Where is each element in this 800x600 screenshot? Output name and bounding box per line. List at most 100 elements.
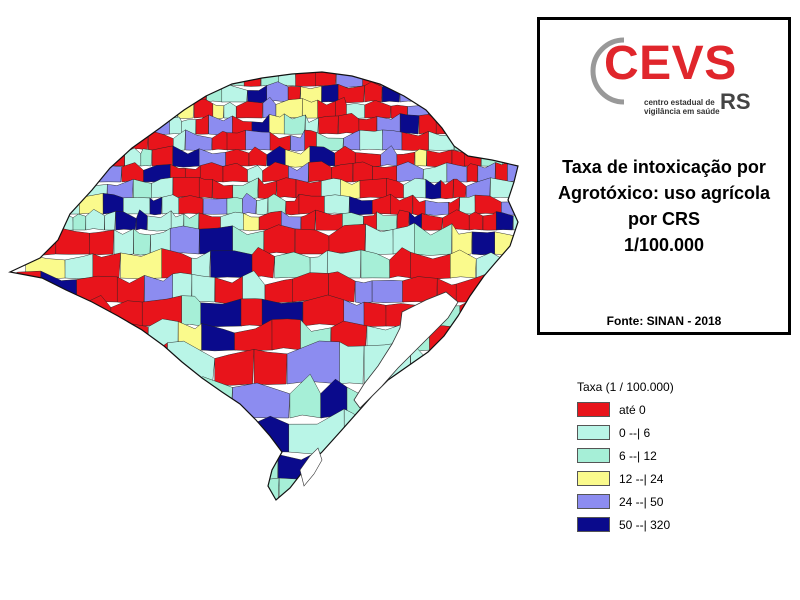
municipality-region [346, 483, 382, 500]
municipality-region [115, 341, 169, 388]
municipality-region [48, 163, 63, 183]
municipality-region [30, 72, 58, 88]
municipality-region [38, 97, 63, 119]
municipality-region [419, 87, 448, 104]
municipality-region [451, 148, 466, 167]
municipality-region [57, 72, 72, 87]
title-line: 1/100.000 [623, 235, 705, 255]
municipality-region [268, 113, 286, 135]
title-line: Agrotóxico: uso agrícola [557, 183, 771, 203]
map-legend: Taxa (1 / 100.000) até 0 0 --| 6 6 --| 1… [575, 380, 735, 540]
municipality-region [339, 341, 365, 385]
legend-title: Taxa (1 / 100.000) [577, 380, 674, 394]
municipality-region [35, 195, 61, 215]
municipality-region [414, 149, 427, 167]
municipality-region [355, 280, 373, 304]
municipality-region [480, 114, 493, 135]
legend-item: 24 --| 50 [577, 492, 737, 512]
municipality-region [165, 72, 190, 87]
municipality-region [453, 443, 484, 487]
municipality-region [317, 477, 347, 500]
lagoa-dos-patos [353, 291, 459, 409]
municipality-region [87, 133, 106, 152]
municipality-region [61, 101, 83, 119]
municipality-region [276, 177, 297, 199]
municipality-region [89, 149, 110, 167]
municipality-region [113, 228, 134, 256]
municipality-region [131, 72, 146, 87]
info-box: CEVS centro estadual de vigilância em sa… [537, 17, 791, 335]
municipality-region [133, 228, 151, 256]
data-source: Fonte: SINAN - 2018 [606, 314, 722, 328]
municipality-region [232, 382, 291, 419]
municipality-region [185, 129, 213, 151]
municipality-region [383, 373, 437, 419]
legend-label: 0 --| 6 [619, 426, 651, 440]
municipality-region [123, 441, 154, 487]
municipality-region [30, 226, 57, 256]
municipality-region [476, 382, 510, 419]
municipality-region [151, 99, 179, 119]
municipality-region [85, 209, 105, 231]
municipality-region [91, 72, 119, 88]
municipality-region [295, 72, 317, 87]
municipality-region [60, 133, 89, 151]
municipality-region [12, 161, 31, 183]
municipality-region [318, 115, 339, 135]
municipality-region [17, 209, 40, 231]
municipality-region [20, 81, 40, 103]
municipality-region [10, 270, 42, 303]
municipality-region [195, 114, 209, 135]
municipality-region [31, 444, 87, 487]
municipality-region [82, 97, 110, 119]
municipality-region [92, 252, 121, 280]
municipality-region [172, 177, 201, 199]
municipality-region [28, 185, 47, 200]
municipality-region [210, 250, 254, 279]
municipality-region [12, 131, 36, 151]
municipality-region [507, 380, 518, 419]
municipality-region [294, 228, 331, 255]
municipality-region [202, 198, 228, 215]
municipality-region [481, 149, 504, 167]
municipality-region [153, 441, 185, 488]
municipality-region [155, 82, 168, 103]
municipality-region [214, 349, 255, 386]
municipality-region [499, 300, 518, 327]
municipality-region [278, 72, 297, 87]
legend-swatch [577, 471, 610, 486]
municipality-region [134, 113, 156, 135]
municipality-region [42, 346, 93, 386]
municipality-region [130, 83, 143, 103]
municipality-region [243, 212, 260, 232]
municipality-region [264, 278, 295, 303]
municipality-region [278, 477, 319, 500]
municipality-region [399, 82, 421, 103]
municipality-region [55, 226, 91, 255]
legend-label: 6 --| 12 [619, 449, 657, 463]
municipality-region [410, 251, 452, 280]
municipality-region [169, 225, 200, 255]
municipality-region [16, 345, 44, 385]
municipality-region [403, 178, 427, 199]
municipality-region [71, 72, 93, 87]
legend-swatch [577, 494, 610, 509]
municipality-region [497, 325, 518, 352]
legend-item: 6 --| 12 [577, 446, 737, 466]
municipality-region [38, 84, 52, 103]
municipality-region [212, 179, 234, 200]
municipality-region [269, 131, 291, 152]
municipality-region [441, 342, 498, 388]
municipality-region [263, 224, 296, 255]
municipality-region [82, 112, 104, 136]
municipality-region [69, 181, 88, 199]
logo-tagline: centro estadual de vigilância em saúde [644, 98, 722, 116]
municipality-region [519, 90, 531, 104]
municipality-region [298, 193, 325, 215]
municipality-region [468, 211, 484, 231]
municipality-region [462, 114, 481, 135]
municipality-region [91, 82, 113, 103]
municipality-region [368, 412, 409, 453]
lagoa-mirim [299, 447, 323, 487]
municipality-region [409, 72, 426, 87]
